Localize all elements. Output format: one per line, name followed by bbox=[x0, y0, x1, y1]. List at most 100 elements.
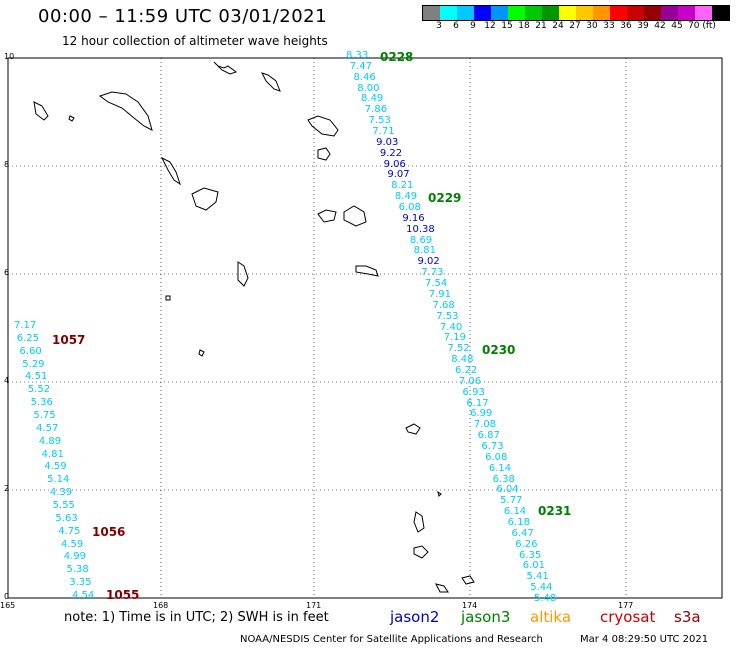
wave-height-value: 9.16 bbox=[402, 212, 425, 224]
wave-height-value: 4.39 bbox=[49, 487, 73, 499]
longitude-label: 177 bbox=[618, 601, 634, 610]
wave-height-value: 3.35 bbox=[69, 577, 92, 589]
wave-height-value: 6.14 bbox=[503, 506, 527, 518]
wave-height-value: 6.35 bbox=[518, 549, 542, 561]
pass-time-label: 0229 bbox=[428, 191, 462, 205]
satellite-legend-altika: altika bbox=[530, 608, 572, 626]
wave-height-value: 6.87 bbox=[477, 430, 500, 442]
wave-height-value: 5.77 bbox=[500, 495, 523, 507]
wave-height-value: 6.17 bbox=[466, 397, 489, 409]
colorbar-swatch bbox=[644, 6, 661, 20]
wave-height-value: 5.52 bbox=[27, 384, 51, 396]
wave-height-value: 7.53 bbox=[368, 115, 391, 127]
colorbar-swatch bbox=[610, 6, 627, 20]
wave-height-value: 5.44 bbox=[530, 582, 553, 594]
island-shape bbox=[317, 147, 331, 161]
wave-height-value: 7.52 bbox=[447, 343, 470, 355]
wave-height-value: 8.69 bbox=[409, 234, 433, 246]
footer-note: note: 1) Time is in UTC; 2) SWH is in fe… bbox=[64, 610, 329, 625]
wave-height-value: 6.22 bbox=[455, 364, 478, 376]
colorbar-tick-label: 6 bbox=[453, 21, 459, 31]
longitude-label: 165 bbox=[0, 601, 16, 610]
wave-height-value: 7.73 bbox=[421, 267, 444, 279]
wave-height-value: 7.86 bbox=[364, 104, 388, 116]
colorbar-tick-label: 30 bbox=[586, 21, 598, 31]
credit-text: NOAA/NESDIS Center for Satellite Applica… bbox=[240, 634, 543, 645]
wave-height-value: 5.14 bbox=[47, 474, 70, 486]
wave-height-value: 9.06 bbox=[383, 158, 406, 170]
colorbar-swatch bbox=[423, 6, 440, 20]
colorbar-swatch bbox=[712, 6, 729, 20]
island-outlines bbox=[33, 61, 475, 593]
wave-height-value: 8.21 bbox=[391, 180, 414, 192]
island-shape bbox=[461, 575, 475, 585]
longitude-label: 174 bbox=[462, 601, 478, 610]
pass-time-label: 0228 bbox=[380, 50, 414, 64]
island-shape bbox=[343, 205, 367, 227]
wave-height-value: 5.38 bbox=[66, 564, 89, 576]
wave-height-value: 6.08 bbox=[485, 451, 508, 463]
wave-height-value: 8.33 bbox=[346, 50, 369, 61]
map-border bbox=[7, 57, 723, 599]
colorbar-swatch bbox=[576, 6, 593, 20]
wave-height-value: 8.46 bbox=[353, 71, 376, 83]
colorbar-labels: 3 6 9 12 15 18 21 24 27 30 33 36 39 42 45 70 (ft) bbox=[422, 21, 728, 33]
wave-height-value: 6.26 bbox=[515, 538, 538, 550]
wave-height-value: 7.68 bbox=[432, 299, 455, 311]
pass-time-label: 0231 bbox=[538, 504, 572, 518]
wave-height-value: 4.89 bbox=[38, 435, 62, 447]
colorbar-swatch bbox=[627, 6, 644, 20]
wave-height-value: 5.36 bbox=[30, 397, 53, 409]
colorbar-tick-label: 3 bbox=[436, 21, 442, 31]
wave-height-value: 5.75 bbox=[33, 410, 56, 421]
wave-height-value: 7.71 bbox=[372, 126, 395, 138]
wave-height-value: 6.60 bbox=[19, 345, 42, 357]
island-shape bbox=[165, 295, 171, 301]
wave-height-value: 4.59 bbox=[44, 461, 67, 473]
colorbar-swatch bbox=[440, 6, 457, 20]
colorbar-tick-label: 15 bbox=[501, 21, 513, 31]
wave-height-value: 5.41 bbox=[526, 571, 549, 583]
pass-time-label: 1057 bbox=[52, 333, 86, 347]
latitude-label: 10 bbox=[4, 52, 15, 61]
satellite-legend-jason2: jason2 bbox=[390, 608, 440, 626]
colorbar-tick-label: 33 bbox=[603, 21, 615, 31]
map-gridlines bbox=[8, 58, 722, 598]
colorbar-swatch bbox=[542, 6, 559, 20]
map-title: 00:00 – 11:59 UTC 03/01/2021 bbox=[38, 6, 328, 27]
wave-height-value: 6.25 bbox=[16, 332, 40, 344]
wave-height-value: 9.02 bbox=[417, 256, 440, 268]
colorbar-swatch bbox=[525, 6, 542, 20]
latitude-label: 8 bbox=[4, 160, 10, 169]
pass-time-label: 1055 bbox=[106, 588, 140, 602]
colorbar-tick-label: 36 bbox=[620, 21, 632, 31]
wave-height-value: 7.91 bbox=[428, 288, 451, 300]
wave-height-value: 6.18 bbox=[507, 516, 530, 528]
island-shape bbox=[355, 265, 379, 277]
wave-height-value: 8.49 bbox=[361, 93, 384, 105]
wave-height-value: 7.53 bbox=[436, 310, 459, 322]
island-shape bbox=[160, 156, 181, 186]
wave-height-value: 4.59 bbox=[60, 538, 84, 550]
latitude-label: 4 bbox=[4, 376, 10, 385]
colorbar-swatch bbox=[678, 6, 695, 20]
wave-height-value: 6.73 bbox=[481, 440, 504, 452]
wave-height-value: 5.29 bbox=[22, 358, 45, 370]
wave-height-value: 7.08 bbox=[473, 419, 497, 431]
colorbar-tick-label: 42 bbox=[654, 21, 666, 31]
wave-height-value: 6.04 bbox=[496, 484, 519, 496]
colorbar-swatch bbox=[593, 6, 610, 20]
colorbar-swatch bbox=[457, 6, 474, 20]
island-shape bbox=[435, 583, 449, 593]
wave-height-value: 6.14 bbox=[488, 462, 512, 474]
island-shape bbox=[413, 545, 429, 559]
colorbar-tick-label: 39 bbox=[637, 21, 649, 31]
island-shape bbox=[191, 187, 219, 211]
wave-height-value: 9.07 bbox=[387, 169, 410, 181]
island-shape bbox=[33, 101, 49, 121]
wave-height-value: 7.17 bbox=[14, 320, 37, 331]
wave-height-value: 9.22 bbox=[379, 147, 403, 159]
wave-height-value: 6.99 bbox=[470, 408, 493, 420]
island-shape bbox=[213, 61, 238, 75]
